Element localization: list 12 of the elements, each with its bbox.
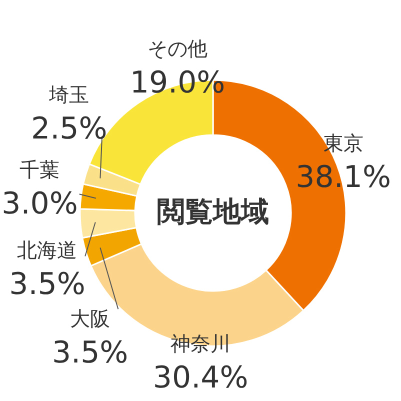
slice-label: 北海道 (17, 238, 78, 262)
data-label: 30.4% (152, 360, 248, 396)
slice-label: 大阪 (70, 306, 110, 331)
slice-label: 埼玉 (48, 82, 90, 106)
data-label: 3.5% (9, 267, 86, 302)
data-label: 2.5% (31, 111, 108, 146)
slice-label: 千葉 (20, 158, 60, 182)
data-label: 3.5% (52, 336, 128, 371)
data-label: 3.0% (2, 186, 78, 222)
slice-label: 東京 (323, 130, 364, 155)
slice-label: その他 (148, 36, 208, 60)
text: 閲覧地域 (157, 195, 269, 228)
